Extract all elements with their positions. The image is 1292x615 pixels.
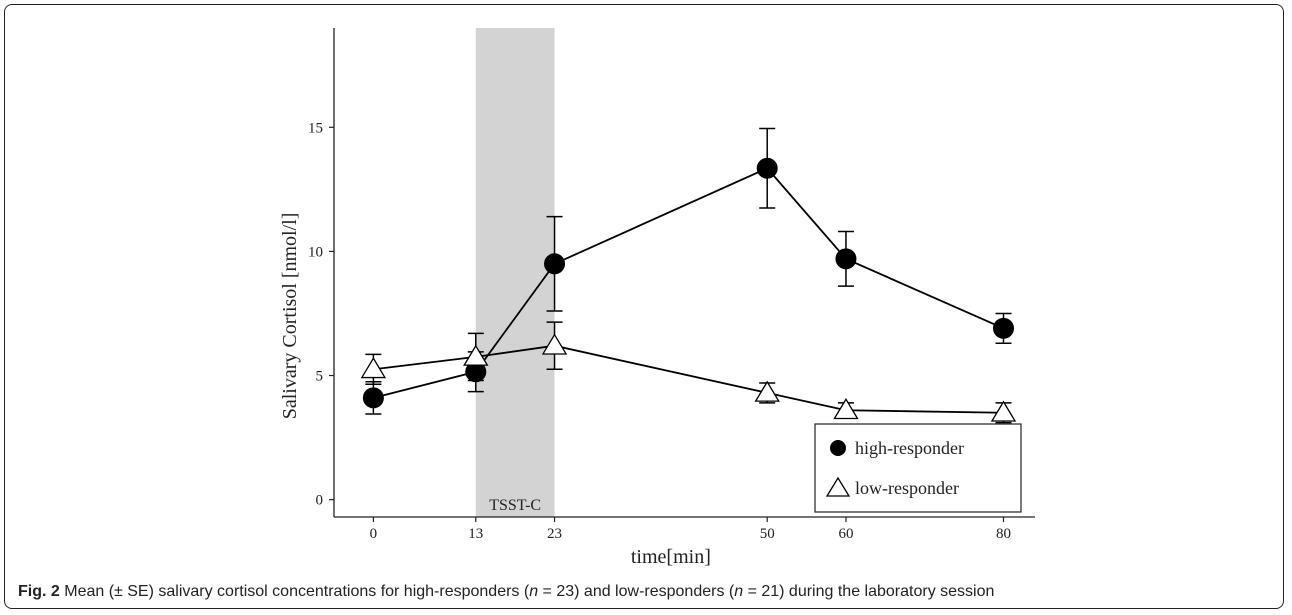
x-tick-label: 23 [547, 526, 562, 542]
low-responder-point [463, 344, 489, 366]
legend-label: high-responder [855, 438, 964, 458]
low-responder-markers [360, 333, 1017, 422]
caption-part-3: = 21) during the laboratory session [743, 583, 995, 600]
legend-marker-circle [830, 440, 846, 456]
cortisol-line-chart: TSST-C 0 13 23 50 60 80 0 5 10 15 high-responder l… [279, 28, 1035, 568]
low-responder-point [754, 380, 780, 402]
high-responder-point [544, 253, 566, 275]
low-responder-point [360, 357, 387, 379]
legend-item: high-responder [830, 438, 964, 458]
y-tick-label: 5 [316, 369, 324, 385]
tsst-shaded-region: TSST-C [475, 28, 555, 517]
tsst-label: TSST-C [489, 497, 541, 514]
y-tick-label: 15 [308, 120, 323, 136]
legend-marker-triangle [825, 476, 851, 497]
high-responder-markers [362, 157, 1014, 409]
low-responder-point [990, 400, 1017, 422]
figure-caption: Fig. 2 Mean (± SE) salivary cortisol con… [18, 583, 1278, 601]
x-tick-label: 50 [760, 526, 775, 542]
high-responder-point [756, 157, 778, 179]
y-axis-title: Salivary Cortisol [nmol/l] [279, 213, 301, 420]
caption-n-2: n [734, 583, 744, 600]
x-tick-label: 80 [996, 526, 1011, 542]
figure-caption-label: Fig. 2 [18, 583, 60, 600]
x-tick-label: 0 [370, 526, 378, 542]
legend-item: low-responder [825, 476, 959, 498]
legend-box [814, 423, 1022, 513]
low-responder-line [373, 344, 1004, 414]
x-tick-label: 60 [838, 526, 853, 542]
x-axis-title: time[min] [631, 546, 711, 568]
low-responder-point [541, 333, 568, 355]
legend-label: low-responder [855, 478, 959, 498]
y-tick-label: 0 [316, 493, 324, 509]
figure-frame [4, 4, 1284, 609]
high-responder-series [365, 127, 1012, 415]
caption-n-1: n [529, 583, 539, 600]
chart-axes: 0 13 23 50 60 80 0 5 10 15 [308, 28, 1035, 542]
high-responder-point [362, 387, 384, 409]
high-responder-point [835, 248, 857, 270]
chart-legend: high-responder low-responder [814, 423, 1022, 513]
x-tick-label: 13 [468, 526, 483, 542]
caption-part-1: Mean (± SE) salivary cortisol concentrat… [64, 583, 530, 600]
caption-part-2: = 23) and low-responders ( [538, 583, 735, 600]
low-responder-series [365, 321, 1012, 424]
tsst-shaded-band [475, 28, 555, 517]
low-responder-point [833, 398, 859, 420]
high-responder-point [992, 317, 1014, 339]
y-tick-label: 10 [308, 244, 323, 260]
chart-series [360, 127, 1017, 424]
high-responder-line [373, 167, 1004, 399]
